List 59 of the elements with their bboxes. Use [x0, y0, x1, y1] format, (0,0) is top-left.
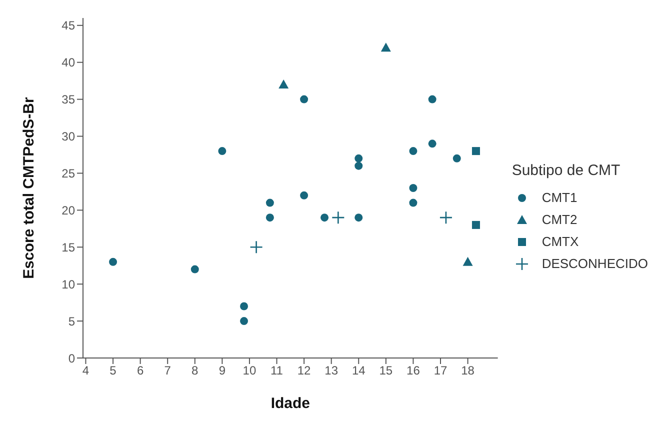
x-tick-label: 6 — [136, 364, 144, 378]
point — [240, 317, 248, 326]
x-tick-label: 10 — [242, 364, 256, 378]
point — [409, 184, 418, 192]
y-tick-label: 35 — [62, 92, 76, 107]
x-tick-label: 17 — [434, 364, 448, 378]
x-tick-label: 12 — [297, 364, 312, 378]
point — [428, 140, 436, 148]
point — [190, 265, 199, 274]
y-tick-label: 10 — [62, 277, 76, 292]
x-tick-label: 15 — [379, 364, 393, 378]
point — [380, 42, 391, 52]
point — [320, 214, 329, 222]
point — [250, 240, 263, 254]
x-tick-label: 18 — [461, 364, 475, 378]
y-tick-label: 5 — [68, 314, 76, 328]
x-tick-label: 14 — [352, 364, 366, 378]
point — [109, 258, 118, 266]
x-tick-label: 13 — [324, 364, 338, 378]
point — [300, 191, 308, 200]
x-axis-title: Idade — [270, 395, 310, 412]
y-axis-title: Escore total CMTPedS-Br — [20, 96, 38, 279]
x-tick-label: 16 — [406, 364, 420, 378]
point — [354, 214, 363, 222]
point — [266, 214, 274, 222]
legend-label: CMT1 — [540, 189, 578, 207]
x-tick-label: 4 — [82, 364, 90, 378]
y-tick-label: 20 — [62, 203, 76, 218]
x-tick-label: 7 — [164, 364, 172, 378]
point — [409, 198, 418, 207]
point — [266, 198, 274, 207]
x-tick-label: 11 — [270, 364, 284, 378]
point — [439, 210, 453, 224]
legend-title: Subtipo de CMT — [512, 162, 622, 178]
point — [428, 95, 436, 104]
point — [240, 302, 248, 310]
y-tick-label: 15 — [62, 240, 76, 254]
point — [354, 154, 363, 162]
y-tick-label: 25 — [62, 166, 76, 180]
x-tick-label: 8 — [192, 364, 199, 378]
point — [354, 162, 363, 170]
point — [409, 147, 418, 156]
point — [218, 147, 226, 156]
point — [452, 154, 461, 162]
y-tick-label: 40 — [62, 56, 76, 70]
point — [472, 147, 480, 156]
x-tick-label: 5 — [110, 364, 117, 378]
point — [300, 95, 308, 104]
y-tick-label: 45 — [62, 18, 76, 33]
x-tick-label: 9 — [218, 364, 226, 378]
y-tick-label: 0 — [68, 351, 76, 366]
point — [472, 220, 480, 229]
legend-label: CMTX — [540, 233, 580, 251]
y-tick-label: 30 — [62, 130, 76, 144]
point — [462, 256, 473, 266]
point — [332, 210, 345, 224]
legend-label: CMT2 — [540, 211, 578, 229]
point — [278, 80, 289, 89]
legend-label: DESCONHECIDO — [540, 255, 648, 273]
